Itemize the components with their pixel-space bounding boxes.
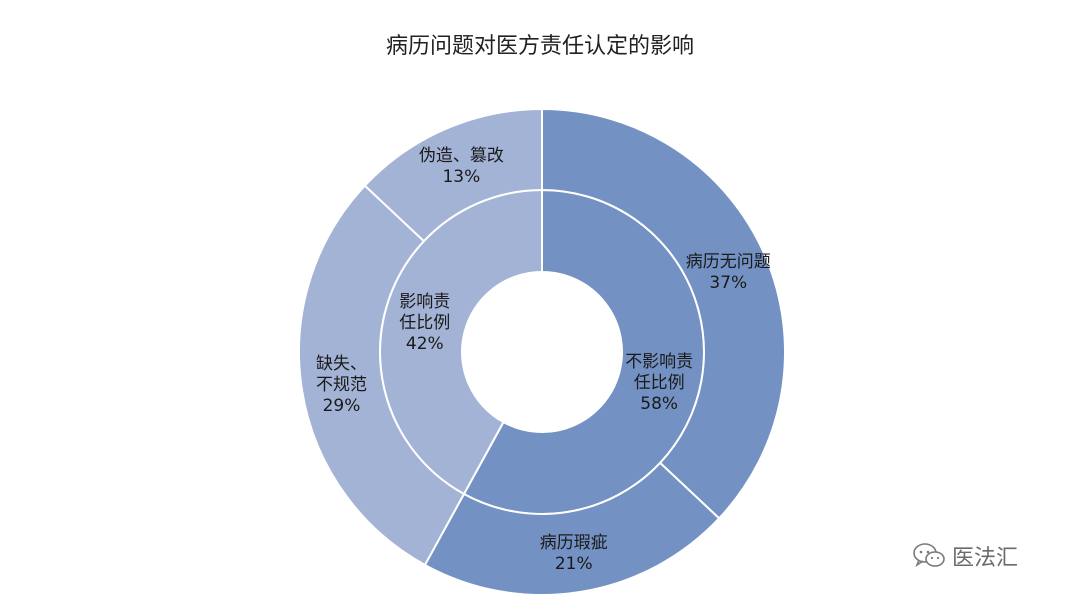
slice-category-label: 不规范 <box>316 375 367 395</box>
slice-category-label: 病历无问题 <box>686 252 771 272</box>
slice-category-label: 缺失、 <box>316 354 367 374</box>
slice-value-label: 42% <box>406 334 444 354</box>
slice-value-label: 37% <box>709 273 747 293</box>
slice-category-label: 任比例 <box>399 313 450 333</box>
slice-category-label: 不影响责 <box>625 352 693 372</box>
ring-0-slice-0-label: 不影响责任比例 58% <box>625 352 693 414</box>
slice-category-label: 影响责 <box>399 292 450 312</box>
ring-1-slice-0-label: 病历无问题 37% <box>686 252 771 293</box>
ring-1-slice-2-label: 缺失、不规范 29% <box>316 354 367 416</box>
watermark: 医法汇 <box>912 540 1018 572</box>
slice-category-label: 病历瑕疵 <box>540 533 608 553</box>
slice-value-label: 13% <box>442 167 480 187</box>
slice-category-label: 任比例 <box>634 373 685 393</box>
slice-value-label: 29% <box>323 396 361 416</box>
slice-category-label: 伪造、篡改 <box>419 145 504 166</box>
wechat-icon <box>912 542 946 570</box>
slice-value-label: 58% <box>640 394 678 414</box>
ring-1-slice-1-label: 病历瑕疵 21% <box>540 533 608 574</box>
ring-0-slice-1-label: 影响责任比例 42% <box>399 292 450 354</box>
watermark-text: 医法汇 <box>952 546 1019 571</box>
slice-value-label: 21% <box>555 554 593 574</box>
ring-1-slice-0 <box>541 107 786 520</box>
ring-1-slice-2 <box>298 184 466 567</box>
ring-1-slice-3-label: 伪造、篡改 13% <box>419 145 504 187</box>
ring-1-slice-3 <box>363 107 543 243</box>
chart-title: 病历问题对医方责任认定的影响 <box>385 34 694 59</box>
